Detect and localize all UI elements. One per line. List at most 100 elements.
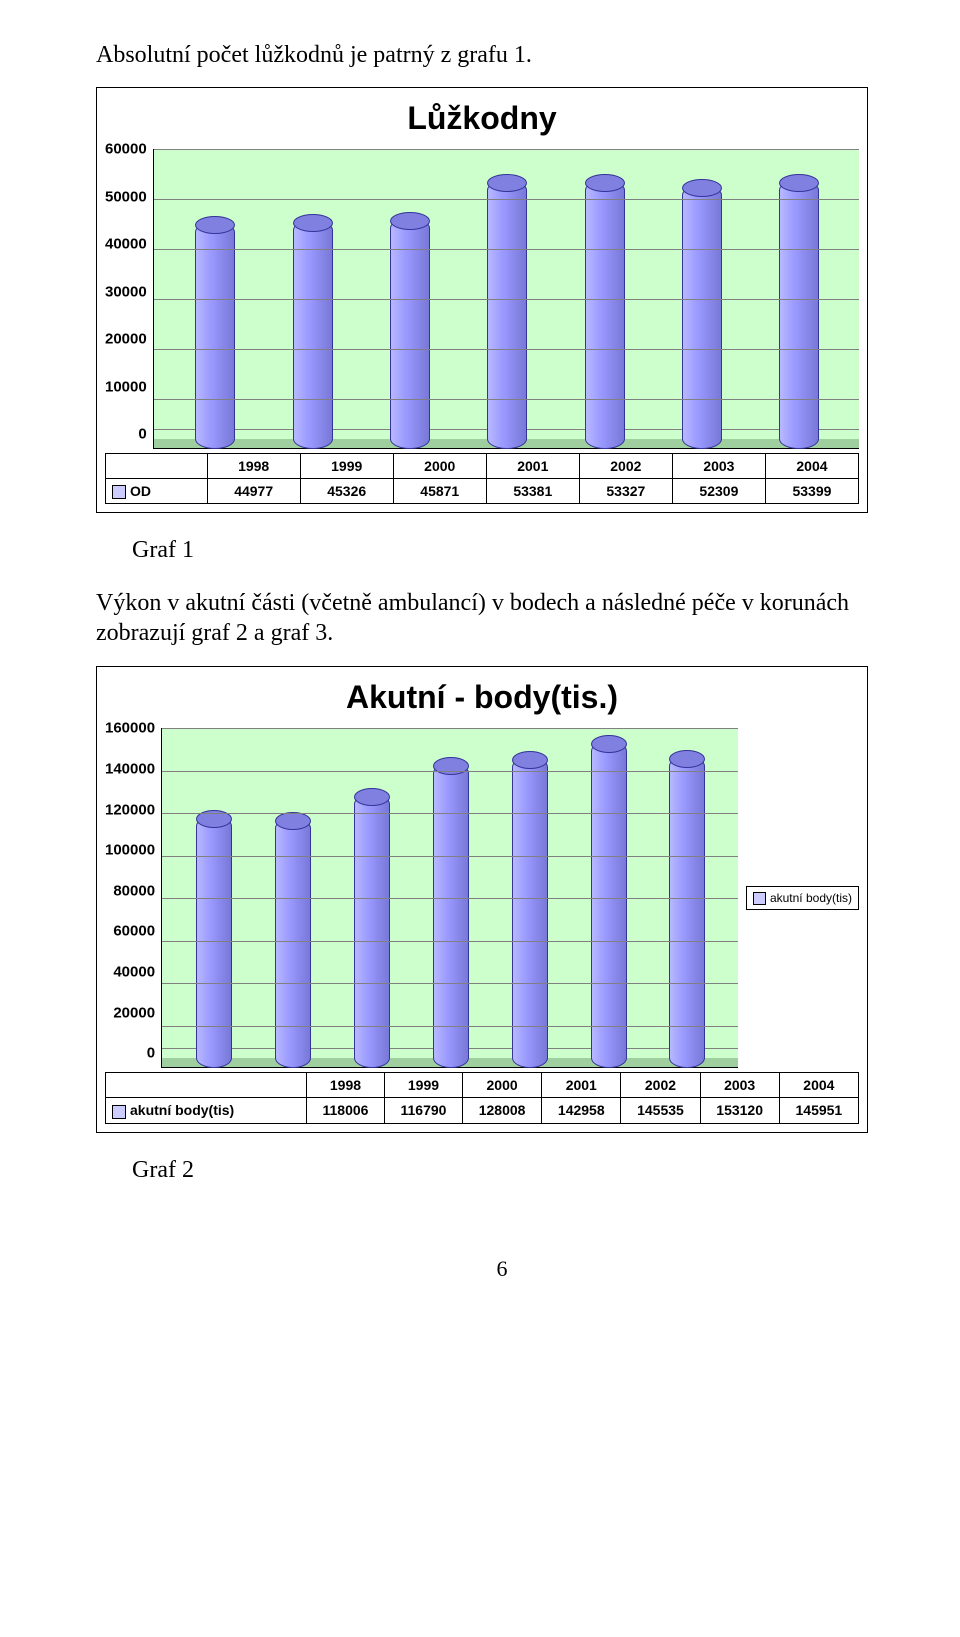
gridline	[154, 199, 859, 200]
gridline	[162, 898, 738, 899]
bar	[433, 765, 467, 1069]
bar-front	[293, 220, 333, 449]
table-value-cell: 118006	[306, 1098, 384, 1123]
chart-2-data-table: 1998199920002001200220032004akutní body(…	[105, 1072, 859, 1123]
gridline	[162, 813, 738, 814]
table-category-header: 2002	[621, 1073, 700, 1098]
series-swatch-icon	[112, 1105, 126, 1119]
bar-top	[779, 174, 819, 192]
y-tick-label: 0	[105, 427, 147, 442]
y-tick-label: 80000	[105, 883, 155, 898]
chart-2-legend-label: akutní body(tis)	[770, 891, 852, 905]
bar-front	[682, 185, 722, 449]
bar-top	[512, 751, 548, 769]
bar-front	[585, 180, 625, 449]
table-series-head: OD	[106, 479, 208, 504]
bar-front	[591, 741, 627, 1068]
y-tick-label: 30000	[105, 284, 147, 299]
chart-2-legend-column: akutní body(tis)	[738, 728, 859, 1068]
series-label: akutní body(tis)	[130, 1102, 234, 1118]
y-tick-label: 0	[105, 1046, 155, 1061]
bar	[275, 820, 309, 1068]
table-category-header: 2000	[393, 454, 486, 479]
table-value-cell: 128008	[462, 1098, 541, 1123]
bar-front	[433, 763, 469, 1069]
table-category-header: 2001	[486, 454, 579, 479]
bar	[390, 220, 428, 449]
table-series-head: akutní body(tis)	[106, 1098, 307, 1123]
table-category-header: 2004	[765, 454, 858, 479]
table-value-cell: 53381	[486, 479, 579, 504]
y-tick-label: 40000	[105, 965, 155, 980]
y-tick-label: 100000	[105, 843, 155, 858]
bar	[487, 182, 525, 449]
series-swatch-icon	[112, 485, 126, 499]
gridline	[154, 149, 859, 150]
table-value-cell: 45871	[393, 479, 486, 504]
gridline	[154, 249, 859, 250]
table-value-cell: 52309	[672, 479, 765, 504]
y-tick-label: 160000	[105, 721, 155, 736]
bar-front	[512, 757, 548, 1068]
intro-text: Absolutní počet lůžkodnů je patrný z gra…	[96, 42, 908, 69]
table-value-cell: 44977	[207, 479, 300, 504]
table-value-cell: 145951	[779, 1098, 858, 1123]
table-value-cell: 153120	[700, 1098, 779, 1123]
gridline	[154, 349, 859, 350]
table-blank-header	[106, 454, 208, 479]
gridline	[162, 856, 738, 857]
gridline	[162, 771, 738, 772]
y-tick-label: 10000	[105, 379, 147, 394]
table-value-cell: 142958	[542, 1098, 621, 1123]
chart-1-plot-area	[153, 149, 859, 449]
table-value-cell: 145535	[621, 1098, 700, 1123]
y-tick-label: 20000	[105, 332, 147, 347]
gridline	[162, 941, 738, 942]
y-tick-label: 20000	[105, 1005, 155, 1020]
bar-front	[196, 816, 232, 1069]
gridline	[162, 728, 738, 729]
graf-1-caption: Graf 1	[132, 537, 908, 564]
y-tick-label: 120000	[105, 802, 155, 817]
table-category-header: 1998	[207, 454, 300, 479]
bar-top	[196, 810, 232, 828]
bar	[669, 758, 703, 1068]
bar-top	[390, 212, 430, 230]
table-value-cell: 45326	[300, 479, 393, 504]
chart-2-title: Akutní - body(tis.)	[105, 679, 859, 716]
bar-front	[669, 756, 705, 1068]
bar-front	[354, 794, 390, 1068]
bar-top	[591, 735, 627, 753]
bar	[512, 759, 546, 1068]
bar	[195, 224, 233, 449]
chart-1-y-axis-labels: 6000050000400003000020000100000	[105, 149, 153, 449]
y-tick-label: 60000	[105, 924, 155, 939]
table-category-header: 2003	[672, 454, 765, 479]
chart-1-container: Lůžkodny 6000050000400003000020000100000…	[96, 87, 868, 513]
gridline	[162, 983, 738, 984]
bar	[585, 182, 623, 449]
table-category-header: 1998	[306, 1073, 384, 1098]
table-category-header: 2003	[700, 1073, 779, 1098]
chart-2-plot-area	[161, 728, 738, 1068]
bar	[293, 222, 331, 449]
bar	[354, 796, 388, 1068]
gridline	[154, 399, 859, 400]
table-category-header: 2001	[542, 1073, 621, 1098]
table-category-header: 2004	[779, 1073, 858, 1098]
legend-swatch-icon	[753, 892, 766, 905]
table-category-header: 1999	[384, 1073, 462, 1098]
y-tick-label: 50000	[105, 189, 147, 204]
gridline	[162, 1026, 738, 1027]
y-tick-label: 140000	[105, 761, 155, 776]
gridline	[154, 299, 859, 300]
y-tick-label: 60000	[105, 142, 147, 157]
table-blank-header	[106, 1073, 307, 1098]
bar-top	[433, 757, 469, 775]
table-value-cell: 53399	[765, 479, 858, 504]
bar-front	[390, 218, 430, 449]
body-paragraph: Výkon v akutní části (včetně ambulancí) …	[96, 588, 908, 648]
chart-1-title: Lůžkodny	[105, 100, 859, 137]
chart-1-data-table: 1998199920002001200220032004OD4497745326…	[105, 453, 859, 504]
bar-front	[487, 180, 527, 449]
